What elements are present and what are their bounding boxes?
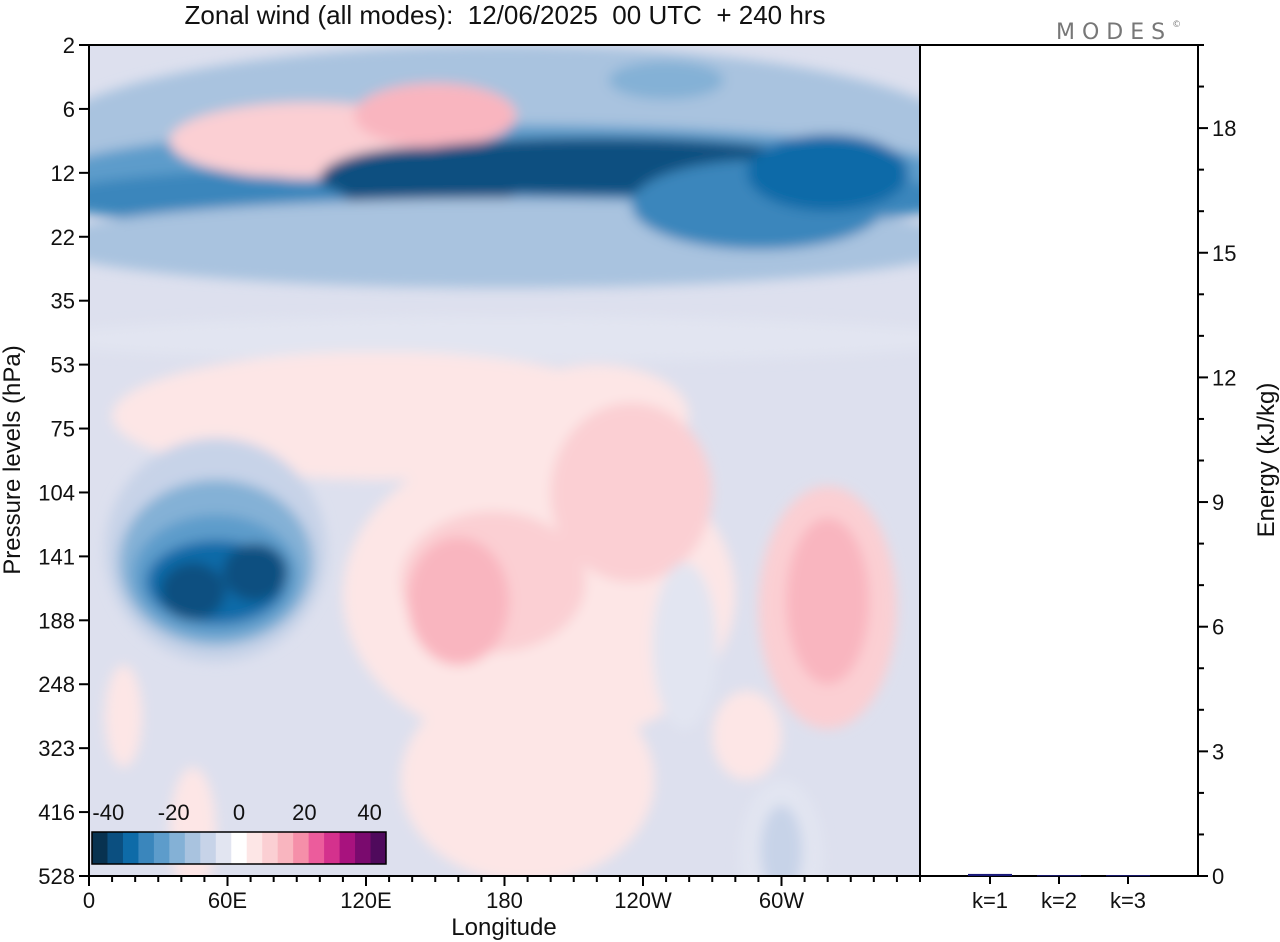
y-tick-label: 22 [51,225,75,250]
field-region-35 [746,134,909,212]
energy-y-tick-label: 9 [1212,490,1224,515]
field-region-6 [608,60,724,100]
field-region-24 [652,562,717,729]
colorbar-frame [91,831,387,865]
energy-bar-k=2 [1037,875,1081,877]
field-region-33 [760,805,803,876]
y-axis-label: Pressure levels (hPa) [0,345,26,574]
energy-plot: 0 3 6 9 12 15 18 k=1 k=2 k=3 Energy (kJ/kg) [919,44,1280,913]
energy-x-tick-label: k=1 [972,888,1008,913]
x-axis-label: Longitude [451,914,556,941]
colorbar-tick-label: -40 [92,800,124,825]
field-region-8 [319,147,528,212]
field-region-25 [712,690,782,781]
colorbar-tick-label: 20 [292,800,316,825]
colorbar-swatch [293,832,310,864]
y-tick-label: 248 [38,672,75,697]
x-tick-label: 120E [340,888,391,913]
field-region-18 [160,562,226,621]
y-tick-label: 75 [51,417,75,442]
energy-y-tick-label: 12 [1212,365,1236,390]
x-tick-label: 180 [486,888,523,913]
colorbar-swatch [308,832,325,864]
energy-bar-k=1 [968,873,1012,876]
field-region-31 [105,665,143,768]
energy-frame [919,44,1199,877]
colorbar-swatch [122,832,139,864]
y-tick-label: 12 [51,161,75,186]
x-tick-label: 60E [208,888,247,913]
colorbar-tick-label: 0 [233,800,245,825]
field-region-29 [400,677,655,876]
field-region-28 [804,549,851,666]
field-region-11 [89,316,920,362]
energy-y-axis-label: Energy (kJ/kg) [1253,383,1280,538]
y-tick-label: 2 [63,33,75,58]
colorbar-swatch [370,832,387,864]
y-tick-label: 35 [51,289,75,314]
x-tick-label: 60W [759,888,804,913]
y-tick-label: 141 [38,544,75,569]
colorbar-swatch [184,832,201,864]
colorbar-swatch [277,832,294,864]
field-region-19 [222,543,288,602]
colorbar-swatch [169,832,186,864]
energy-y-tick-label: 15 [1212,241,1236,266]
y-tick-label: 528 [38,864,75,889]
colorbar-tick-label: -20 [158,800,190,825]
colorbar-swatch [339,832,356,864]
y-tick-label: 188 [38,608,75,633]
colorbar-swatch [324,832,341,864]
y-tick-label: 53 [51,353,75,378]
y-tick-label: 416 [38,800,75,825]
chart-title: Zonal wind (all modes): 12/06/2025 00 UT… [184,0,826,30]
colorbar-tick-label: 40 [357,800,381,825]
energy-y-tick-label: 18 [1212,116,1236,141]
colorbar-swatch [153,832,170,864]
colorbar-swatch [138,832,155,864]
colorbar-swatch [355,832,372,864]
energy-x-tick-label: k=3 [1110,888,1146,913]
heatmap-plot [89,45,920,876]
colorbar-swatch [107,832,124,864]
logo-mark: © [1172,20,1182,30]
field-region-22 [407,537,510,666]
x-tick-label: 120W [614,888,672,913]
colorbar-swatch [92,832,108,864]
energy-x-tick-label: k=2 [1041,888,1077,913]
colorbar-swatch [231,832,248,864]
y-tick-label: 104 [38,480,75,505]
field-region-5 [354,83,517,148]
energy-bar-k=3 [1106,875,1150,877]
y-tick-label: 6 [63,97,75,122]
colorbar-swatch [215,832,232,864]
energy-y-tick-label: 0 [1212,864,1224,889]
colorbar-swatch [200,832,217,864]
modes-logo: MODES© [1056,20,1181,45]
colorbar: -40 -20 0 20 40 [91,800,387,865]
y-tick-label: 323 [38,736,75,761]
logo-text: MODES [1056,20,1173,45]
field-region-23 [550,402,713,582]
energy-y-tick-label: 3 [1212,739,1224,764]
energy-y-tick-label: 6 [1212,615,1224,640]
colorbar-swatch [246,832,263,864]
x-tick-label: 0 [83,888,95,913]
colorbar-swatch [262,832,279,864]
